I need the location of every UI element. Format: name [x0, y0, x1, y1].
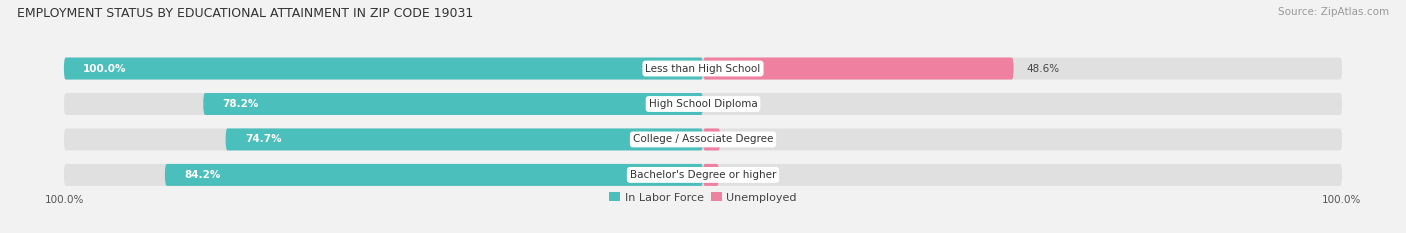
Text: 84.2%: 84.2% [184, 170, 221, 180]
Text: 100.0%: 100.0% [45, 195, 84, 206]
FancyBboxPatch shape [63, 164, 1343, 186]
FancyBboxPatch shape [225, 128, 703, 151]
Text: 74.7%: 74.7% [245, 134, 281, 144]
Text: 100.0%: 100.0% [1322, 195, 1361, 206]
Legend: In Labor Force, Unemployed: In Labor Force, Unemployed [609, 192, 797, 203]
FancyBboxPatch shape [165, 164, 703, 186]
Text: College / Associate Degree: College / Associate Degree [633, 134, 773, 144]
FancyBboxPatch shape [63, 58, 1343, 79]
Text: 0.0%: 0.0% [716, 99, 742, 109]
Text: 100.0%: 100.0% [83, 64, 127, 74]
FancyBboxPatch shape [204, 93, 703, 115]
FancyBboxPatch shape [703, 58, 1014, 79]
FancyBboxPatch shape [703, 128, 720, 151]
Text: High School Diploma: High School Diploma [648, 99, 758, 109]
Text: Source: ZipAtlas.com: Source: ZipAtlas.com [1278, 7, 1389, 17]
FancyBboxPatch shape [703, 164, 718, 186]
Text: Less than High School: Less than High School [645, 64, 761, 74]
Text: 2.7%: 2.7% [733, 134, 759, 144]
Text: 2.5%: 2.5% [731, 170, 758, 180]
Text: 78.2%: 78.2% [222, 99, 259, 109]
FancyBboxPatch shape [63, 128, 1343, 151]
FancyBboxPatch shape [63, 93, 1343, 115]
FancyBboxPatch shape [63, 58, 703, 79]
Text: Bachelor's Degree or higher: Bachelor's Degree or higher [630, 170, 776, 180]
Text: EMPLOYMENT STATUS BY EDUCATIONAL ATTAINMENT IN ZIP CODE 19031: EMPLOYMENT STATUS BY EDUCATIONAL ATTAINM… [17, 7, 474, 20]
Text: 48.6%: 48.6% [1026, 64, 1060, 74]
